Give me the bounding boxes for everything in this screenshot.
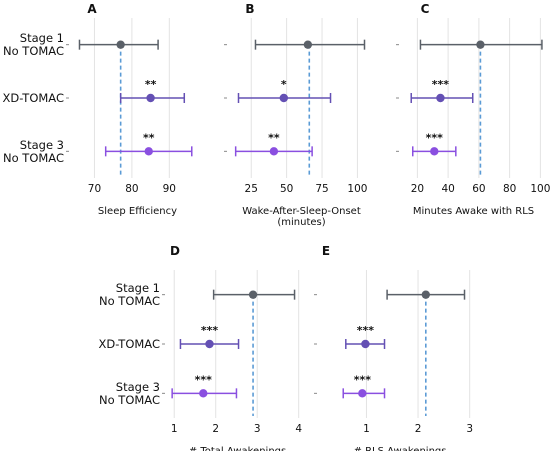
mean-point (436, 93, 445, 103)
significance-marker: *** (357, 324, 375, 337)
mean-point (199, 389, 208, 398)
x-tick-label: 3 (254, 423, 261, 435)
x-tick-label: 50 (280, 183, 293, 195)
panel-c: C 20 40 60 80 100 Minutes Awake with RLS *** *** (396, 2, 550, 217)
x-axis-label: Sleep Efficiency (98, 206, 177, 217)
x-tick-label: 90 (163, 183, 176, 195)
panel-b: B 25 50 75 100 Wake-After-Sleep-Onset(minutes… (224, 2, 367, 228)
x-tick-label: 20 (411, 183, 424, 195)
x-axis-label: Minutes Awake with RLS (413, 206, 534, 217)
x-tick-label: 70 (88, 183, 101, 195)
x-tick-label: 40 (441, 183, 454, 195)
group-label: No TOMAC (3, 44, 64, 58)
significance-marker: *** (354, 373, 372, 386)
significance-marker: *** (201, 324, 219, 337)
panel-label: B (245, 2, 254, 16)
mean-point (248, 290, 258, 299)
panel-label: E (322, 244, 330, 258)
mean-point (144, 147, 153, 156)
mean-point (146, 93, 155, 103)
group-label: XD-TOMAC (98, 337, 160, 351)
x-tick-label: 60 (472, 183, 485, 195)
x-tick-label: 1 (171, 423, 178, 435)
x-axis-label: Wake-After-Sleep-Onset (242, 206, 361, 217)
mean-point (205, 339, 214, 349)
panel-e: E 1 2 3 # RLS Awakenings *** *** (314, 244, 473, 451)
significance-marker: * (281, 78, 287, 91)
x-tick-label: 2 (415, 423, 422, 435)
x-tick-label: 100 (530, 183, 550, 195)
group-label: Stage 3 (20, 138, 64, 152)
x-tick-label: 25 (245, 183, 258, 195)
group-label: Stage 3 (116, 380, 160, 394)
group-label: No TOMAC (99, 294, 160, 308)
x-tick-label: 80 (503, 183, 516, 195)
mean-point (476, 40, 485, 49)
panel-label: A (87, 2, 97, 16)
mean-point (430, 147, 439, 156)
x-tick-label: 100 (347, 183, 367, 195)
significance-marker: *** (426, 131, 444, 144)
group-label: XD-TOMAC (2, 91, 64, 105)
x-tick-label: 4 (295, 423, 302, 435)
panel-label: D (170, 244, 180, 258)
mean-point (303, 40, 313, 49)
x-axis-label: (minutes) (277, 217, 325, 228)
x-tick-label: 75 (315, 183, 328, 195)
mean-point (279, 93, 289, 103)
significance-marker: *** (432, 78, 450, 91)
significance-marker: ** (145, 78, 157, 91)
group-label: Stage 1 (20, 31, 64, 45)
significance-marker: ** (268, 131, 280, 144)
panel-label: C (421, 2, 430, 16)
mean-point (358, 389, 367, 398)
mean-point (361, 339, 370, 349)
x-tick-label: 80 (125, 183, 138, 195)
x-axis-label: # RLS Awakenings (354, 446, 447, 451)
x-tick-label: 2 (212, 423, 219, 435)
significance-marker: ** (143, 131, 155, 144)
x-axis-label: # Total Awakenings (189, 446, 286, 451)
significance-marker: *** (195, 373, 213, 386)
group-label: Stage 1 (116, 281, 160, 295)
x-tick-label: 1 (363, 423, 370, 435)
group-label: No TOMAC (99, 393, 160, 407)
x-tick-label: 3 (466, 423, 473, 435)
mean-point (269, 147, 279, 156)
group-label: No TOMAC (3, 151, 64, 165)
mean-point (421, 290, 431, 299)
mean-point (116, 40, 125, 49)
